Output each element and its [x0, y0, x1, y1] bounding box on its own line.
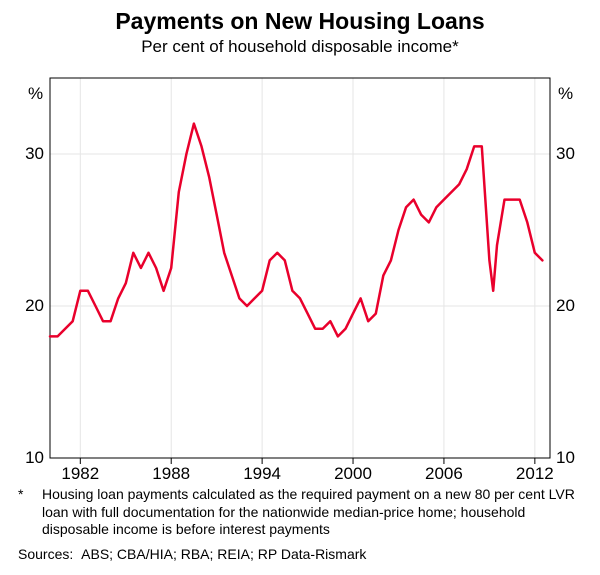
y-unit-left: % [28, 84, 43, 104]
footnote-text: Housing loan payments calculated as the … [42, 486, 582, 539]
y-tick-right: 20 [556, 296, 575, 316]
y-unit-right: % [558, 84, 573, 104]
x-tick: 2012 [513, 464, 557, 484]
footnote-marker: * [18, 486, 23, 502]
y-tick-right: 30 [556, 144, 575, 164]
x-tick: 2006 [422, 464, 466, 484]
x-tick: 1982 [58, 464, 102, 484]
y-tick-left: 10 [25, 448, 44, 468]
x-tick: 1994 [240, 464, 284, 484]
y-tick-left: 20 [25, 296, 44, 316]
x-tick: 1988 [149, 464, 193, 484]
sources-label: Sources: [18, 546, 73, 562]
sources: Sources: ABS; CBA/HIA; RBA; REIA; RP Dat… [18, 546, 366, 562]
y-tick-right: 10 [556, 448, 575, 468]
sources-text: ABS; CBA/HIA; RBA; REIA; RP Data-Rismark [81, 546, 366, 562]
x-tick: 2000 [331, 464, 375, 484]
chart-container: Payments on New Housing Loans Per cent o… [0, 8, 600, 575]
y-tick-left: 30 [25, 144, 44, 164]
